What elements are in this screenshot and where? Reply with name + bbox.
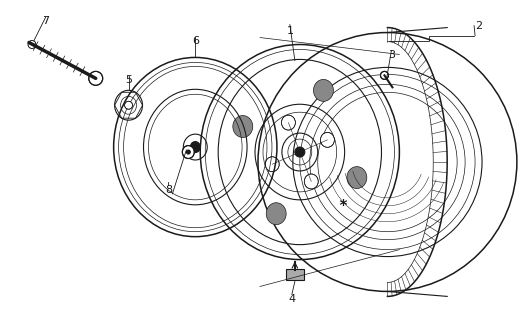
Ellipse shape	[320, 132, 334, 147]
Ellipse shape	[187, 150, 190, 154]
Ellipse shape	[281, 115, 295, 130]
Ellipse shape	[233, 116, 253, 138]
Ellipse shape	[314, 79, 333, 101]
Ellipse shape	[190, 141, 200, 153]
Text: 5: 5	[125, 75, 132, 85]
Ellipse shape	[266, 203, 286, 225]
Ellipse shape	[182, 146, 194, 158]
Text: 8: 8	[165, 185, 172, 195]
Ellipse shape	[380, 71, 389, 79]
Text: 7: 7	[42, 16, 49, 26]
Text: 3: 3	[388, 51, 395, 60]
Ellipse shape	[89, 71, 103, 85]
Text: 6: 6	[192, 36, 199, 45]
FancyBboxPatch shape	[286, 268, 304, 280]
Ellipse shape	[125, 101, 132, 109]
Ellipse shape	[304, 174, 318, 189]
Ellipse shape	[347, 167, 367, 188]
Ellipse shape	[295, 147, 305, 157]
Text: 2: 2	[476, 20, 482, 31]
Text: *: *	[338, 199, 347, 214]
Ellipse shape	[265, 157, 279, 172]
Ellipse shape	[28, 41, 36, 49]
Text: 1: 1	[287, 26, 293, 36]
Text: 4: 4	[288, 294, 295, 304]
